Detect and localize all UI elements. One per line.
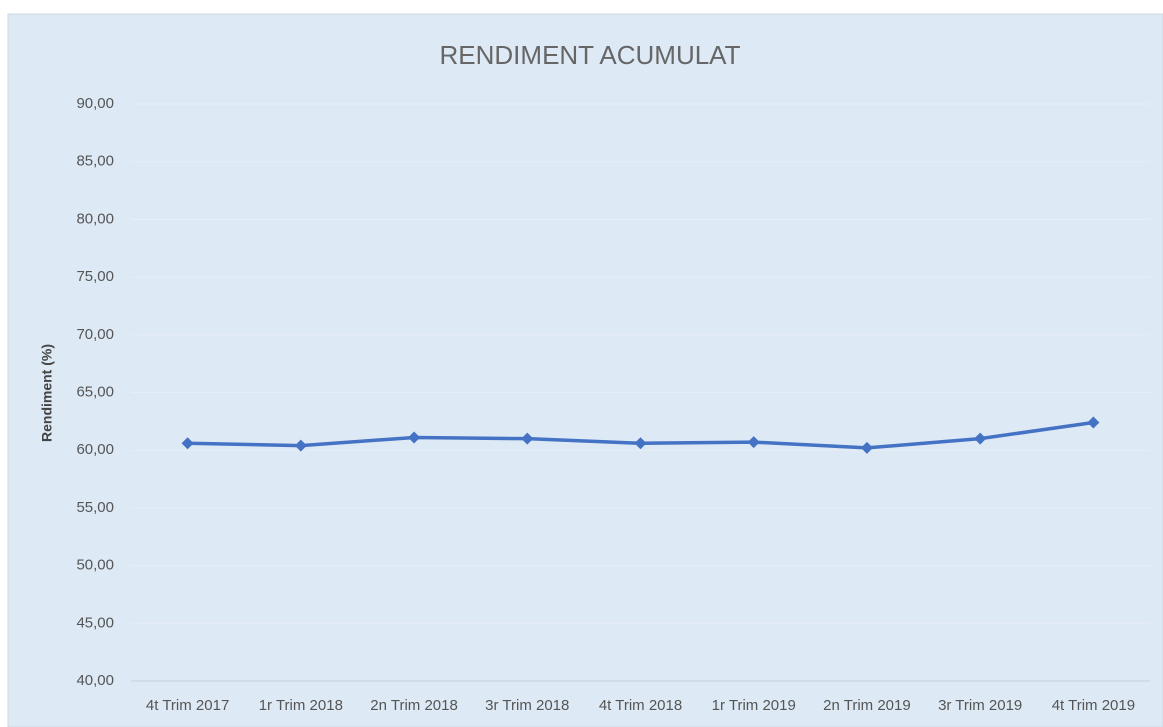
chart-title: RENDIMENT ACUMULAT xyxy=(440,40,741,70)
y-tick-label: 40,00 xyxy=(76,672,114,689)
data-marker xyxy=(181,437,194,450)
y-tick-label: 50,00 xyxy=(76,557,114,574)
y-tick-label: 60,00 xyxy=(76,441,114,458)
y-tick-label: 45,00 xyxy=(76,614,114,631)
data-marker xyxy=(860,441,873,454)
x-tick-label: 3r Trim 2019 xyxy=(938,697,1022,714)
data-marker xyxy=(974,432,987,445)
x-tick-label: 4t Trim 2017 xyxy=(146,697,229,714)
data-marker xyxy=(634,437,647,450)
y-tick-label: 75,00 xyxy=(76,268,114,285)
x-tick-label: 1r Trim 2018 xyxy=(259,697,343,714)
data-marker xyxy=(521,432,534,445)
data-marker xyxy=(1087,416,1100,429)
y-tick-label: 85,00 xyxy=(76,153,114,170)
y-tick-label: 55,00 xyxy=(76,499,114,516)
chart-background xyxy=(7,13,1163,727)
y-tick-label: 65,00 xyxy=(76,383,114,400)
x-tick-label: 3r Trim 2018 xyxy=(485,697,569,714)
x-tick-label: 2n Trim 2019 xyxy=(823,697,911,714)
x-tick-label: 1r Trim 2019 xyxy=(712,697,796,714)
x-tick-label: 4t Trim 2019 xyxy=(1052,697,1135,714)
y-tick-label: 80,00 xyxy=(76,210,114,227)
y-axis-label: Rendiment (%) xyxy=(39,344,55,442)
data-marker xyxy=(408,431,421,444)
data-marker xyxy=(747,436,760,449)
data-marker xyxy=(294,439,307,452)
y-tick-label: 90,00 xyxy=(76,95,114,112)
x-tick-label: 4t Trim 2018 xyxy=(599,697,682,714)
y-tick-label: 70,00 xyxy=(76,326,114,343)
x-tick-label: 2n Trim 2018 xyxy=(370,697,458,714)
